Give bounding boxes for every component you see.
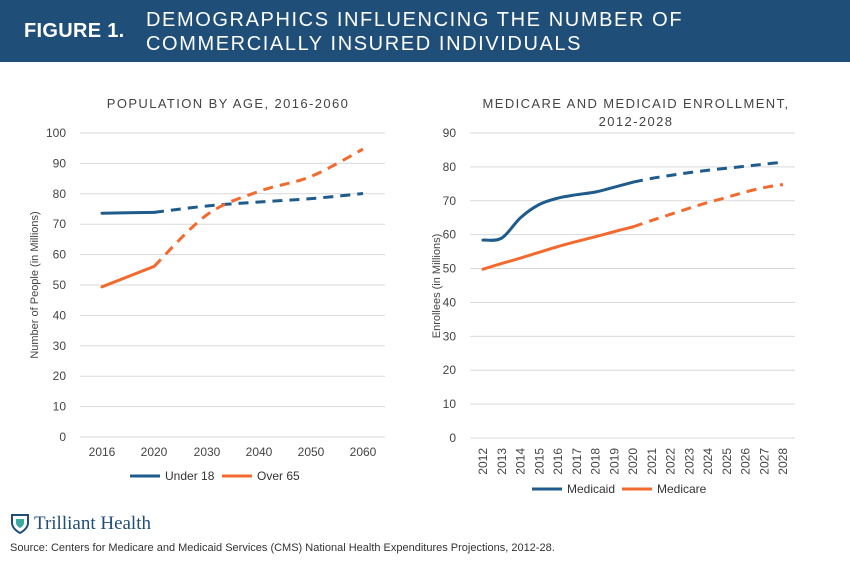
figure-label: FIGURE 1. <box>24 20 125 42</box>
figure-title-line2: COMMERCIALLY INSURED INDIVIDUALS <box>146 33 583 55</box>
enrollment-x-tick-2019: 2019 <box>607 448 621 475</box>
enrollment-y-tick-70: 70 <box>443 194 457 208</box>
enrollment-x-tick-2017: 2017 <box>570 448 584 475</box>
figure-title-line1: DEMOGRAPHICS INFLUENCING THE NUMBER OF <box>146 9 684 31</box>
enrollment-y-tick-0: 0 <box>449 431 456 445</box>
enrollment-y-tick-30: 30 <box>443 329 457 343</box>
population-series-over-65-actual-line <box>100 264 156 289</box>
enrollment-y-tick-90: 90 <box>443 126 457 140</box>
enrollment-x-tick-2027: 2027 <box>757 448 771 475</box>
enrollment-y-tick-40: 40 <box>443 295 457 309</box>
population-y-tick-80: 80 <box>53 187 67 201</box>
enrollment-legend: Medicaid Medicare <box>532 482 707 496</box>
population-x-tick-2060: 2060 <box>350 445 377 459</box>
enrollment-chart-title-line1: MEDICARE AND MEDICAID ENROLLMENT, <box>483 96 790 111</box>
population-x-tick-2030: 2030 <box>194 445 221 459</box>
legend-label-over-65: Over 65 <box>257 469 300 483</box>
enrollment-x-tick-2024: 2024 <box>701 448 715 475</box>
population-y-tick-60: 60 <box>53 248 67 262</box>
population-series-under-18-actual-line <box>100 210 156 215</box>
population-y-tick-30: 30 <box>53 339 67 353</box>
enrollment-chart: MEDICARE AND MEDICAID ENROLLMENT, 2012-2… <box>431 96 795 496</box>
figure-title: DEMOGRAPHICS INFLUENCING THE NUMBER OF C… <box>146 8 766 56</box>
population-y-tick-40: 40 <box>53 308 67 322</box>
charts-svg: POPULATION BY AGE, 2016-2060 Number of P… <box>29 96 795 496</box>
legend-label-under-18: Under 18 <box>165 469 215 483</box>
figure-header-banner: FIGURE 1. DEMOGRAPHICS INFLUENCING THE N… <box>0 0 850 62</box>
population-x-tick-2020: 2020 <box>141 445 168 459</box>
population-y-tick-70: 70 <box>53 217 67 231</box>
enrollment-x-tick-2015: 2015 <box>532 448 546 475</box>
population-series-under-18-projected-line <box>153 192 364 214</box>
enrollment-x-tick-2023: 2023 <box>682 448 696 475</box>
population-y-tick-100: 100 <box>46 126 66 140</box>
population-y-tick-50: 50 <box>53 278 67 292</box>
enrollment-y-tick-60: 60 <box>443 228 457 242</box>
enrollment-x-tick-2018: 2018 <box>589 448 603 475</box>
enrollment-series-medicare-projected-line <box>632 183 784 229</box>
population-x-tick-2050: 2050 <box>298 445 325 459</box>
trilliant-shield-icon <box>11 514 29 535</box>
enrollment-y-axis-title: Enrollees (in Millions) <box>431 234 443 339</box>
enrollment-y-tick-20: 20 <box>443 363 457 377</box>
enrollment-x-tick-2014: 2014 <box>514 448 528 475</box>
enrollment-x-tick-2022: 2022 <box>664 448 678 475</box>
population-y-tick-0: 0 <box>59 430 66 444</box>
enrollment-x-tick-2028: 2028 <box>776 448 790 475</box>
population-y-tick-20: 20 <box>53 369 67 383</box>
population-y-axis-title: Number of People (in Millions) <box>29 211 41 358</box>
population-x-tick-2016: 2016 <box>89 445 116 459</box>
enrollment-chart-title-line2: 2012-2028 <box>599 114 674 129</box>
enrollment-y-tick-50: 50 <box>443 262 457 276</box>
enrollment-x-tick-2021: 2021 <box>645 448 659 475</box>
legend-label-medicaid: Medicaid <box>567 482 615 496</box>
population-series-over-65-projected-line <box>152 147 364 268</box>
population-x-tick-2040: 2040 <box>246 445 273 459</box>
enrollment-x-tick-2020: 2020 <box>626 448 640 475</box>
population-legend: Under 18 Over 65 <box>130 469 300 483</box>
enrollment-x-tick-2012: 2012 <box>476 448 490 475</box>
population-y-tick-90: 90 <box>53 156 67 170</box>
enrollment-x-tick-2025: 2025 <box>720 448 734 475</box>
source-note: Source: Centers for Medicare and Medicai… <box>10 542 555 554</box>
population-y-tick-10: 10 <box>53 400 67 414</box>
enrollment-series-medicare-actual-line <box>481 225 635 271</box>
legend-label-medicare: Medicare <box>657 482 707 496</box>
enrollment-series-medicaid-actual-line <box>481 180 635 242</box>
population-chart-title: POPULATION BY AGE, 2016-2060 <box>107 96 350 111</box>
population-chart: POPULATION BY AGE, 2016-2060 Number of P… <box>29 96 385 483</box>
enrollment-series-medicaid-projected-line <box>632 160 784 184</box>
logo-text: Trilliant Health <box>34 513 151 534</box>
enrollment-x-tick-2026: 2026 <box>739 448 753 475</box>
enrollment-x-tick-2016: 2016 <box>551 448 565 475</box>
enrollment-x-tick-2013: 2013 <box>495 448 509 475</box>
enrollment-y-tick-10: 10 <box>443 397 457 411</box>
enrollment-y-tick-80: 80 <box>443 160 457 174</box>
trilliant-logo: Trilliant Health <box>10 513 151 535</box>
